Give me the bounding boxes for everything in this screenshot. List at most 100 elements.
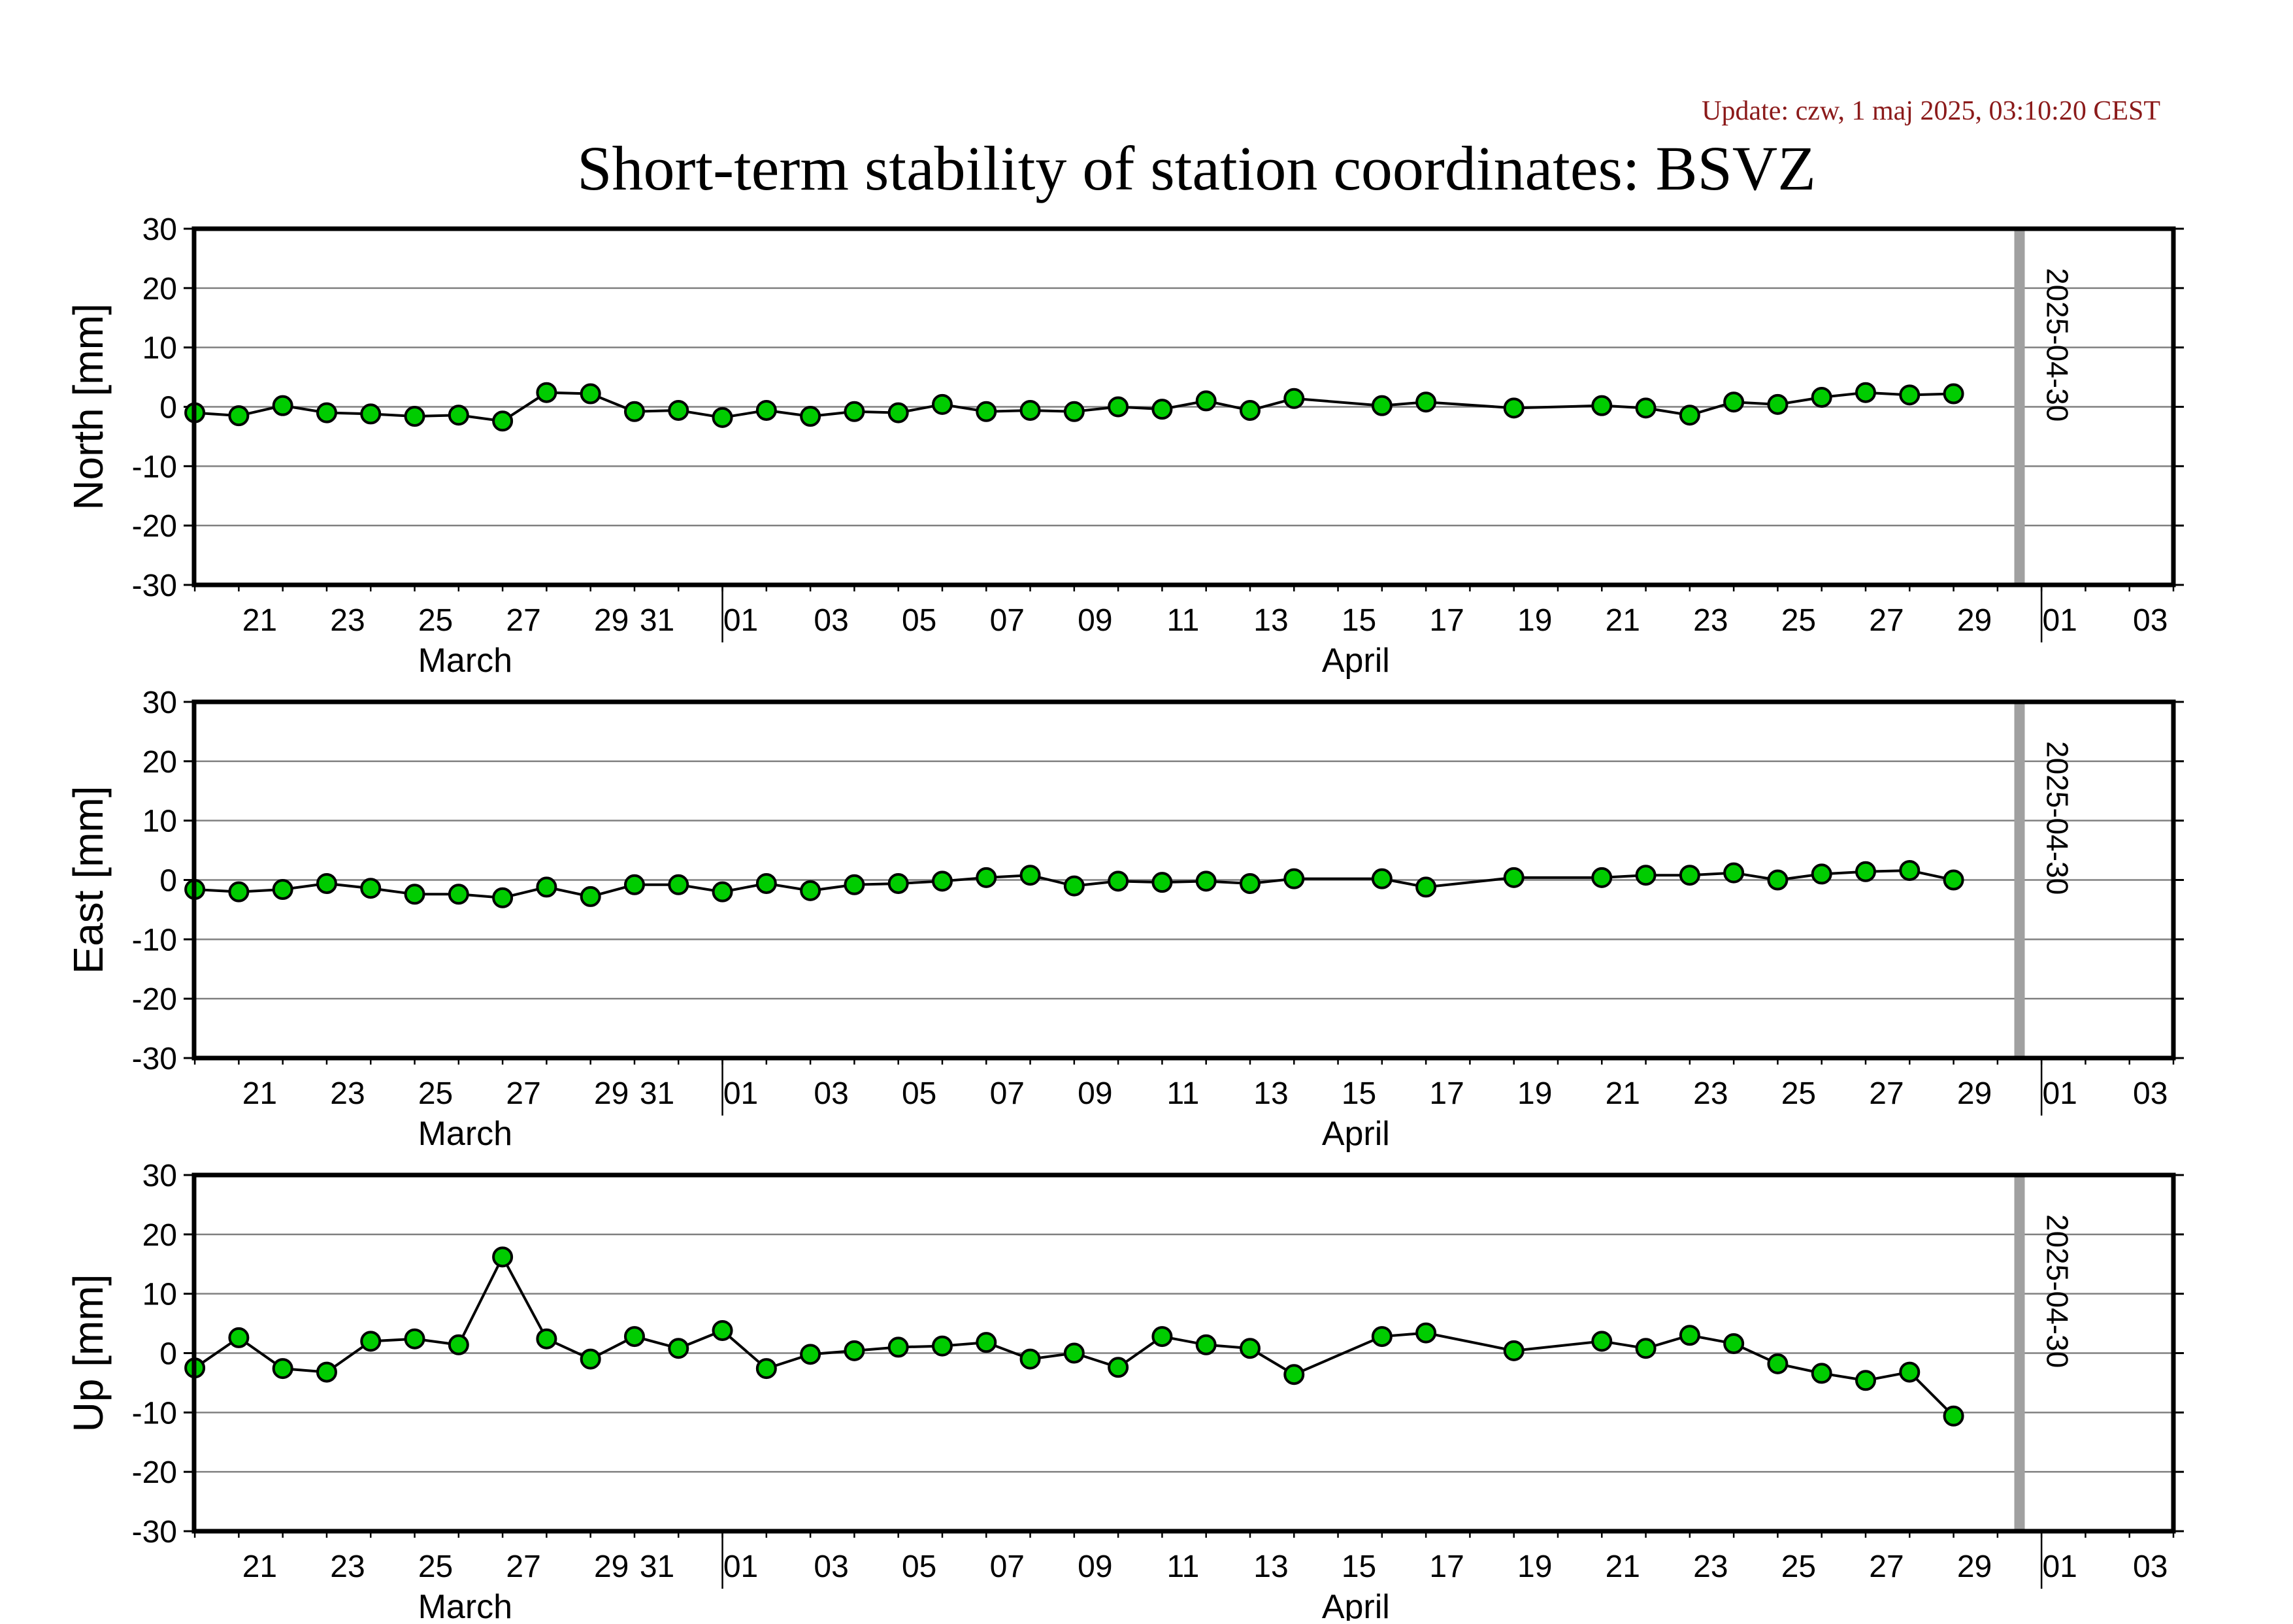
data-point <box>1723 391 1745 413</box>
x-tick-label: 25 <box>418 1549 453 1584</box>
data-point <box>316 872 337 894</box>
x-tick-label: 21 <box>1606 1076 1640 1111</box>
x-tick-label: 05 <box>902 1549 936 1584</box>
data-point <box>1371 1326 1393 1348</box>
data-point <box>887 402 909 423</box>
data-point <box>976 1332 997 1353</box>
data-point <box>1283 388 1305 409</box>
x-tick-label: 23 <box>1693 1076 1728 1111</box>
update-timestamp: Update: czw, 1 maj 2025, 03:10:20 CEST <box>1702 96 2160 126</box>
x-tick-label: 29 <box>1957 1076 1992 1111</box>
data-point <box>755 1358 777 1380</box>
x-tick-label: 25 <box>418 603 453 638</box>
data-point <box>1503 1340 1525 1361</box>
y-tick-label: -10 <box>132 450 177 484</box>
x-tick-label: 17 <box>1429 1549 1464 1584</box>
y-tick-label: 10 <box>142 804 177 839</box>
data-point <box>844 401 865 422</box>
data-point <box>1151 1326 1173 1348</box>
data-point <box>492 410 514 432</box>
x-tick-label: 11 <box>1166 1076 1199 1111</box>
x-tick-label: 11 <box>1166 603 1199 638</box>
y-tick-label: -30 <box>132 569 177 603</box>
x-tick-label: 01 <box>723 603 758 638</box>
x-tick-label: 03 <box>2133 1549 2168 1584</box>
x-tick-label: 27 <box>506 1076 540 1111</box>
x-tick-label: 29 <box>594 1076 629 1111</box>
data-point <box>1371 868 1393 889</box>
data-point <box>1591 395 1613 416</box>
x-tick-label: 23 <box>330 1549 365 1584</box>
x-tick-label: 09 <box>1078 603 1112 638</box>
x-tick-label: 09 <box>1078 1549 1112 1584</box>
data-point <box>1151 399 1173 420</box>
data-point <box>1723 862 1745 884</box>
data-point <box>1151 872 1173 893</box>
data-point <box>844 1340 865 1361</box>
x-tick-label: 05 <box>902 1076 936 1111</box>
y-tick-label: -10 <box>132 923 177 957</box>
data-point <box>1811 863 1832 885</box>
data-point <box>580 383 601 405</box>
x-tick-label: 23 <box>1693 603 1728 638</box>
x-tick-label: 11 <box>1166 1549 1199 1584</box>
x-tick-label: 03 <box>814 1076 848 1111</box>
y-tick-label: 30 <box>142 1159 177 1193</box>
data-point <box>1855 382 1876 403</box>
x-tick-label: 23 <box>330 1076 365 1111</box>
x-tick-label: 17 <box>1429 1076 1464 1111</box>
month-label: March <box>418 1115 512 1153</box>
plot-frame <box>191 699 2176 1061</box>
data-point <box>1108 396 1129 418</box>
data-point <box>272 1358 293 1380</box>
data-point <box>1415 876 1437 898</box>
data-point <box>976 867 997 888</box>
panel-1: 30 20 10 0 -10 -20 -30 21 23 25 27 29 31 01 03 05 07 09 11… <box>65 212 2184 680</box>
y-axis-label: East [mm] <box>65 786 112 974</box>
data-point <box>1899 384 1921 406</box>
x-tick-label: 21 <box>242 603 277 638</box>
data-point <box>623 1326 645 1348</box>
data-point <box>623 401 645 422</box>
data-point <box>1899 859 1921 881</box>
data-point <box>931 393 953 415</box>
data-point <box>844 874 865 895</box>
data-point <box>931 870 953 892</box>
data-point <box>228 881 250 903</box>
x-tick-label: 23 <box>330 603 365 638</box>
x-tick-label: 25 <box>1781 1076 1816 1111</box>
data-point <box>755 872 777 894</box>
data-point <box>1239 1338 1261 1359</box>
y-tick-label: -30 <box>132 1042 177 1076</box>
data-point <box>1195 390 1217 412</box>
month-label: March <box>418 1588 512 1621</box>
x-tick-label: 03 <box>2133 603 2168 638</box>
y-tick-label: 0 <box>159 1337 177 1372</box>
data-point <box>228 405 250 427</box>
data-point <box>1679 865 1700 886</box>
data-point <box>800 1344 821 1365</box>
x-tick-label: 21 <box>1606 1549 1640 1584</box>
data-point <box>1855 1370 1876 1391</box>
y-tick-label: 30 <box>142 212 177 247</box>
data-point <box>1943 1405 1964 1427</box>
x-tick-label: 15 <box>1342 603 1376 638</box>
x-tick-label: 09 <box>1078 1076 1112 1111</box>
data-point <box>1108 1357 1129 1378</box>
data-point <box>931 1335 953 1357</box>
x-tick-label: 29 <box>594 603 629 638</box>
current-date-label: 2025-04-30 <box>2040 268 2074 422</box>
data-point <box>580 1348 601 1370</box>
data-point <box>712 881 733 903</box>
data-point <box>1591 867 1613 888</box>
x-tick-label: 27 <box>1869 1076 1904 1111</box>
x-tick-label: 25 <box>418 1076 453 1111</box>
current-date-label: 2025-04-30 <box>2040 1214 2074 1368</box>
data-point <box>668 874 689 895</box>
x-tick-label: 25 <box>1781 1549 1816 1584</box>
data-point <box>1635 397 1657 419</box>
x-tick-label: 07 <box>990 1076 1025 1111</box>
x-tick-label: 27 <box>1869 1549 1904 1584</box>
data-point <box>1415 391 1437 413</box>
